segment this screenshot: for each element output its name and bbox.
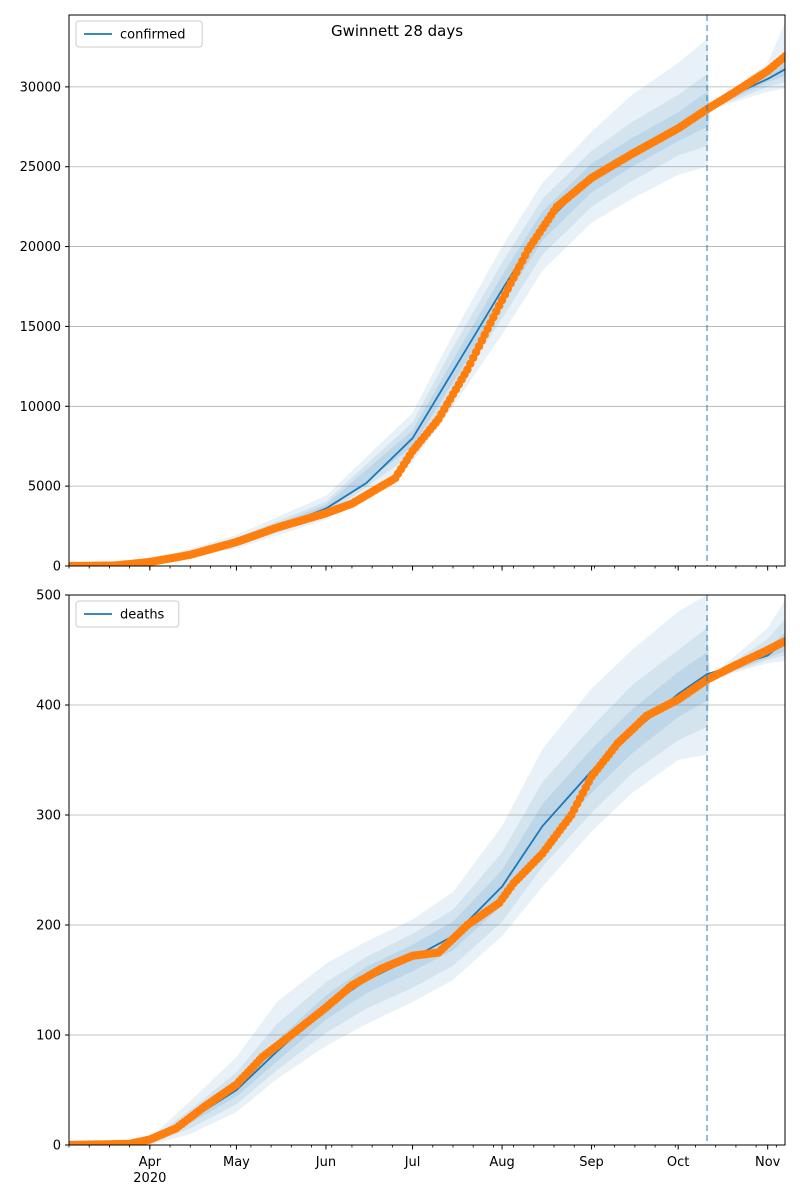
y-tick-label: 15000 xyxy=(20,320,61,335)
x-tick-label: Jun xyxy=(315,1155,336,1170)
uncertainty-band-middle xyxy=(69,619,785,1145)
x-tick-label: Aug xyxy=(489,1155,514,1170)
uncertainty-band-inner xyxy=(69,632,785,1145)
x-tick-label: May xyxy=(223,1155,250,1170)
x-tick-label: Jul xyxy=(404,1155,421,1170)
legend-box xyxy=(75,600,180,628)
observed-series xyxy=(69,52,785,566)
y-tick-label: 10000 xyxy=(20,400,61,415)
chart-title: Gwinnett 28 days xyxy=(331,22,463,40)
legend-label: confirmed xyxy=(120,28,186,43)
legend-box xyxy=(75,20,203,48)
legend-label: deaths xyxy=(120,608,165,623)
axes-frame xyxy=(68,594,786,1146)
observed-series xyxy=(69,637,785,1145)
y-tick-label: 500 xyxy=(36,589,61,604)
y-tick-label: 400 xyxy=(36,699,61,714)
axes-frame xyxy=(68,14,786,567)
uncertainty-band-outer xyxy=(69,595,785,1145)
x-tick-label: Oct xyxy=(667,1155,689,1170)
y-tick-label: 100 xyxy=(36,1029,61,1044)
y-tick-label: 0 xyxy=(53,1139,61,1154)
x-tick-label: Apr xyxy=(139,1155,162,1170)
y-tick-label: 25000 xyxy=(20,160,61,175)
y-tick-label: 0 xyxy=(53,560,61,575)
x-tick-label: Nov xyxy=(755,1155,781,1170)
legend: confirmed xyxy=(75,20,203,48)
observed-point xyxy=(780,637,785,646)
observed-point xyxy=(780,52,785,61)
x-tick-label: Sep xyxy=(579,1155,604,1170)
y-tick-label: 20000 xyxy=(20,240,61,255)
uncertainty-band-inner xyxy=(69,62,785,566)
uncertainty-band-outer xyxy=(69,23,785,566)
legend: deaths xyxy=(75,600,180,628)
y-tick-label: 5000 xyxy=(28,480,61,495)
x-tick-label: 2020 xyxy=(133,1171,166,1186)
y-tick-label: 200 xyxy=(36,919,61,934)
uncertainty-band-middle xyxy=(69,54,785,566)
confirmed-panel: 0 5000 10000 15000 20000 25000 30000 confirmed xyxy=(20,14,786,575)
y-tick-label: 30000 xyxy=(20,80,61,95)
y-tick-label: 300 xyxy=(36,809,61,824)
